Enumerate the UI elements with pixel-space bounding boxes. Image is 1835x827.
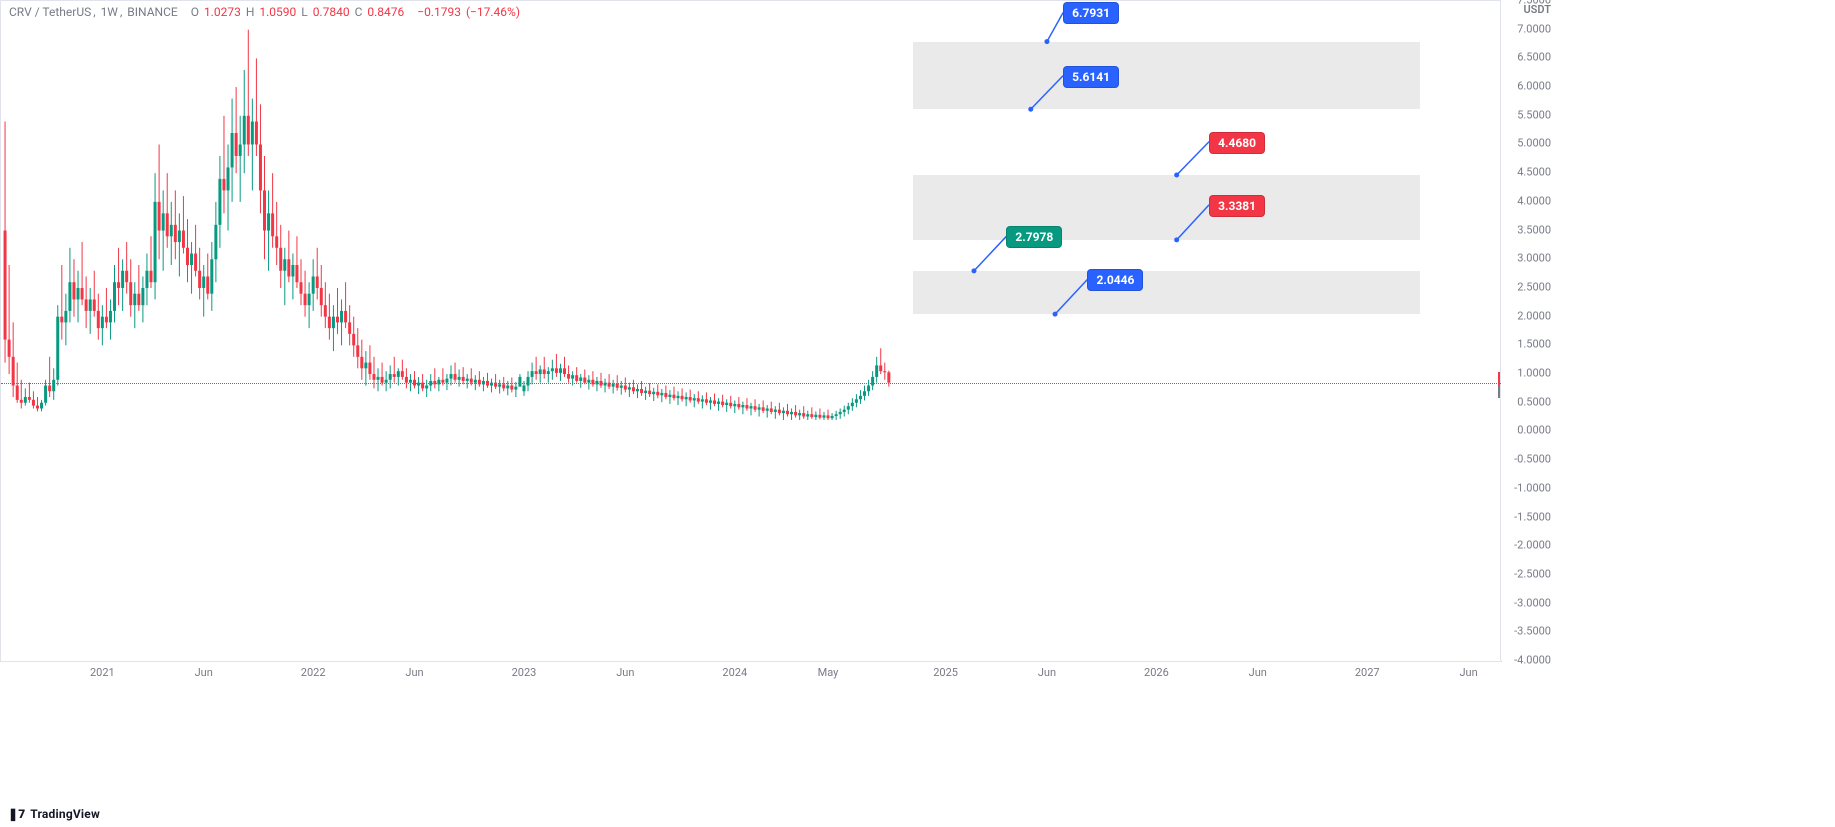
watermark-text: TradingView [30, 807, 100, 821]
y-tick-label: -3.0000 [1514, 596, 1551, 609]
y-tick-label: 3.5000 [1517, 223, 1551, 236]
ohlc-c-value: 0.8476 [367, 5, 404, 19]
y-tick-label: 1.0000 [1517, 367, 1551, 380]
y-tick-label: 5.5000 [1517, 108, 1551, 121]
y-tick-label: 1.5000 [1517, 338, 1551, 351]
y-tick-label: 2.5000 [1517, 280, 1551, 293]
y-tick-label: 7.0000 [1517, 22, 1551, 35]
y-tick-label: 2.0000 [1517, 309, 1551, 322]
x-tick-label: Jun [616, 666, 634, 679]
y-tick-label: -1.0000 [1514, 481, 1551, 494]
change-pct: (−17.46%) [466, 5, 520, 19]
symbol-interval[interactable]: 1W [101, 5, 118, 19]
y-tick-label: 3.0000 [1517, 252, 1551, 265]
current-price-line [1, 383, 1501, 384]
price-callout-label[interactable]: 4.4680 [1209, 132, 1265, 154]
price-zone-box[interactable] [913, 42, 1420, 110]
y-tick-label: 5.0000 [1517, 137, 1551, 150]
price-callout-label[interactable]: 2.0446 [1087, 269, 1143, 291]
tradingview-watermark[interactable]: ❚7 TradingView [8, 807, 100, 821]
ohlc-c-label: C [355, 5, 363, 19]
symbol-exchange[interactable]: BINANCE [127, 5, 177, 19]
x-tick-label: Jun [195, 666, 213, 679]
x-tick-label: Jun [1249, 666, 1267, 679]
y-tick-label: -0.5000 [1514, 453, 1551, 466]
price-zone-box[interactable] [913, 271, 1420, 314]
y-tick-label: 6.5000 [1517, 51, 1551, 64]
ohlc-l-value: 0.7840 [313, 5, 350, 19]
ohlc-l-label: L [301, 5, 307, 19]
x-tick-label: 2024 [722, 666, 747, 679]
symbol-info-bar: CRV / TetherUS, 1W, BINANCE O 1.0273 H 1… [9, 5, 522, 19]
y-tick-label: -2.0000 [1514, 539, 1551, 552]
price-callout-label[interactable]: 2.7978 [1006, 226, 1062, 248]
x-axis[interactable]: 2021 Jun 2022 Jun 2023 Jun 2024 May 2025 Jun 2026 J… [1, 661, 1501, 681]
ohlc-h-value: 1.0590 [259, 5, 296, 19]
chart-root: CRV / TetherUS, 1W, BINANCE O 1.0273 H 1… [0, 0, 1835, 827]
chart-plot-area[interactable]: CRV / TetherUS, 1W, BINANCE O 1.0273 H 1… [0, 0, 1502, 662]
y-tick-label: -3.5000 [1514, 625, 1551, 638]
x-tick-label: Jun [1038, 666, 1056, 679]
y-tick-label: 4.5000 [1517, 166, 1551, 179]
x-tick-label: 2022 [301, 666, 326, 679]
price-callout-label[interactable]: 6.7931 [1063, 2, 1119, 24]
price-callout-label[interactable]: 5.6141 [1063, 66, 1119, 88]
y-tick-label: 0.5000 [1517, 395, 1551, 408]
x-tick-label: Jun [405, 666, 423, 679]
ohlc-o-value: 1.0273 [204, 5, 241, 19]
y-tick-label: -2.5000 [1514, 567, 1551, 580]
x-tick-label: Jun [1459, 666, 1477, 679]
x-tick-label: 2026 [1144, 666, 1169, 679]
x-tick-label: 2027 [1355, 666, 1380, 679]
y-tick-label: 6.0000 [1517, 80, 1551, 93]
change-value: −0.1793 [417, 5, 461, 19]
y-tick-label: 0.0000 [1517, 424, 1551, 437]
x-tick-label: 2025 [933, 666, 958, 679]
y-tick-label: 4.0000 [1517, 194, 1551, 207]
y-axis[interactable]: USDT 7.50007.00006.50006.00005.50005.000… [1500, 0, 1556, 660]
ohlc-o-label: O [191, 5, 199, 19]
y-tick-label: 7.5000 [1517, 0, 1551, 7]
y-tick-label: -1.5000 [1514, 510, 1551, 523]
x-tick-label: May [818, 666, 839, 679]
y-tick-label: -4.0000 [1514, 654, 1551, 667]
price-zone-box[interactable] [913, 175, 1420, 240]
logo-icon: ❚7 [8, 807, 25, 821]
symbol-pair[interactable]: CRV / TetherUS [9, 5, 91, 19]
x-tick-label: 2021 [90, 666, 115, 679]
x-tick-label: 2023 [512, 666, 537, 679]
ohlc-h-label: H [246, 5, 255, 19]
price-callout-label[interactable]: 3.3381 [1209, 195, 1265, 217]
